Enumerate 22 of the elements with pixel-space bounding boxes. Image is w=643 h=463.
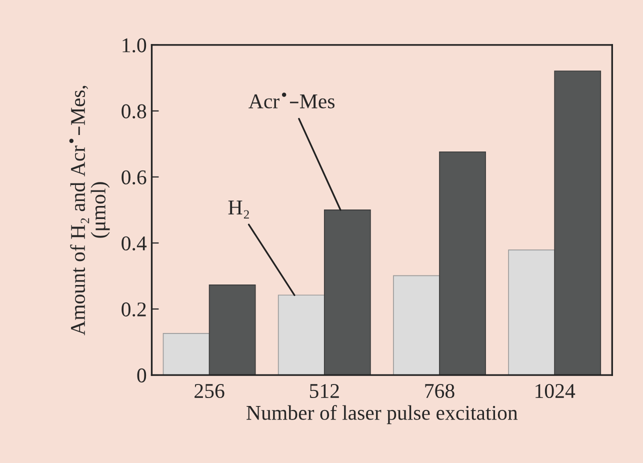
x-tick-label: 256 [194,384,224,398]
y-tick-label: 0.8 [122,104,146,118]
text: Amount of H₂ and Acr$^{•}$–Mes, (μmol) [69,86,110,336]
x-tick-label: 768 [425,384,454,398]
bar [278,294,325,376]
bar [324,210,371,376]
bar [393,275,440,376]
y-tick-label: 0 [137,368,146,382]
y-tick-label: 1.0 [122,38,146,52]
y-tick-label: 0.4 [122,236,147,251]
y-tick-label: 0.6 [122,170,146,184]
x-tick-label: 512 [310,384,339,398]
text: Acr$^{•}$–Mes [248,92,334,108]
x-tick-label: 1024 [536,384,576,398]
text: H₂ [228,200,249,219]
y-tick-label: 0.2 [122,302,146,317]
bar [162,333,210,376]
bar [208,284,256,376]
bar [554,70,602,376]
bar [508,249,556,376]
x-axis-title: Number of laser pulse excitation [246,405,518,424]
bar [439,151,486,376]
